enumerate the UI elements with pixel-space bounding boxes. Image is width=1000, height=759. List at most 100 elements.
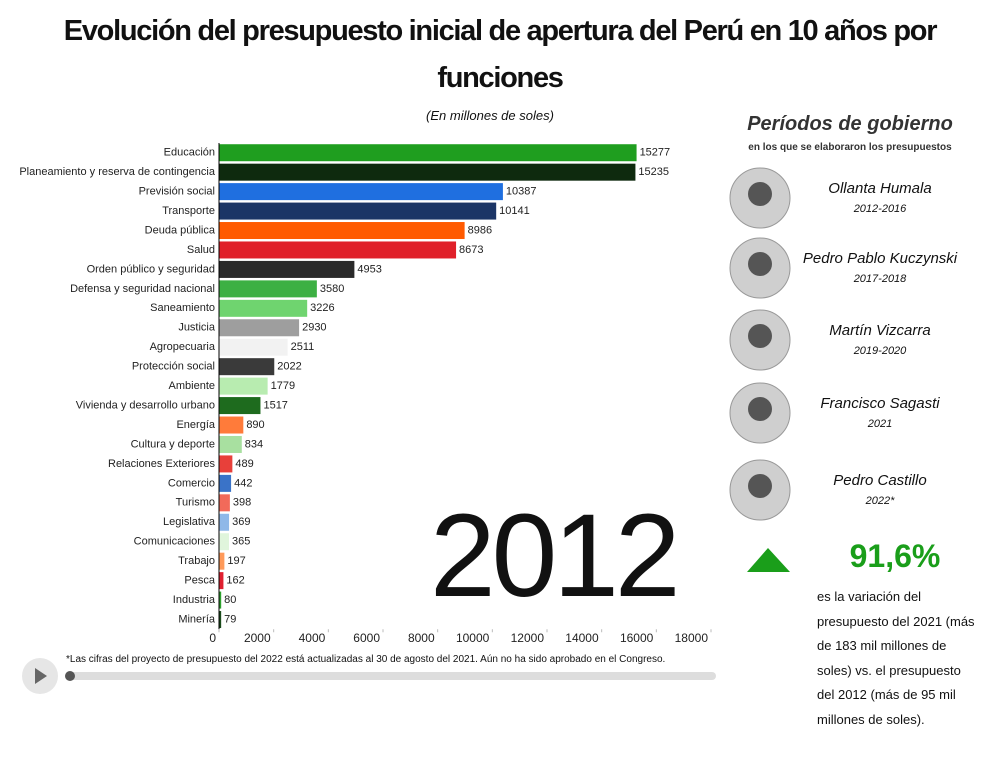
bar (219, 533, 229, 551)
category-label: Defensa y seguridad nacional (70, 283, 215, 295)
category-label: Previsión social (139, 186, 215, 198)
slider-handle[interactable] (65, 671, 75, 681)
value-label: 1517 (263, 399, 287, 411)
bar (219, 163, 636, 181)
bar (219, 513, 230, 531)
bar (219, 611, 222, 629)
bar (219, 377, 268, 395)
category-label: Planeamiento y reserva de contingencia (19, 166, 216, 178)
value-label: 8986 (468, 224, 492, 236)
government-period: 2017-2018 (853, 273, 907, 285)
category-label: Comunicaciones (134, 536, 216, 548)
value-label: 10387 (506, 186, 537, 198)
category-label: Relaciones Exteriores (108, 458, 215, 470)
x-tick-label: 18000 (675, 631, 709, 645)
category-label: Ambiente (169, 380, 215, 392)
footnote: *Las cifras del proyecto de presupuesto … (66, 654, 666, 665)
category-label: Transporte (162, 205, 215, 217)
bar (219, 144, 637, 162)
x-tick-label: 2000 (244, 631, 271, 645)
government-period: 2019-2020 (853, 345, 907, 357)
x-tick-label: 4000 (299, 631, 326, 645)
play-icon (35, 668, 47, 684)
sidebar-subtitle: en los que se elaboraron los presupuesto… (748, 142, 952, 153)
value-label: 8673 (459, 244, 483, 256)
variation: 91,6% (849, 538, 941, 574)
portrait-head (748, 252, 772, 276)
bar (219, 474, 232, 492)
government-period: 2021 (867, 418, 893, 430)
portrait-head (748, 324, 772, 348)
government-name: Francisco Sagasti (820, 395, 940, 412)
value-label: 3226 (310, 302, 334, 314)
value-label: 1779 (271, 380, 295, 392)
value-label: 3580 (320, 283, 344, 295)
category-label: Justicia (178, 322, 216, 334)
category-label: Educación (164, 147, 215, 159)
category-label: Salud (187, 244, 215, 256)
government-name: Martín Vizcarra (829, 322, 931, 339)
year-annotation: 2012 (430, 490, 681, 622)
bar (219, 183, 503, 201)
category-label: Deuda pública (145, 224, 216, 236)
bar (219, 319, 300, 337)
value-label: 80 (224, 594, 236, 606)
value-label: 442 (234, 477, 252, 489)
bar (219, 260, 355, 278)
category-label: Pesca (184, 575, 215, 587)
bar (219, 358, 275, 376)
category-label: Minería (178, 613, 216, 625)
bar (219, 299, 308, 317)
bar (219, 397, 261, 415)
portrait-head (748, 474, 772, 498)
x-tick-label: 6000 (353, 631, 380, 645)
value-label: 197 (227, 555, 245, 567)
bar (219, 435, 242, 453)
category-label: Legislativa (163, 516, 216, 528)
category-label: Cultura y deporte (131, 438, 215, 450)
value-label: 15277 (640, 147, 671, 159)
up-arrow (747, 548, 790, 572)
x-tick-label: 8000 (408, 631, 435, 645)
bar (219, 572, 224, 590)
bar (219, 222, 465, 240)
value-label: 398 (233, 497, 251, 509)
portraits (729, 167, 791, 521)
government-name: Ollanta Humala (828, 180, 932, 197)
value-label: 2022 (277, 361, 301, 373)
value-label: 79 (224, 613, 236, 625)
category-label: Protección social (132, 361, 215, 373)
x-tick-label: 0 (209, 631, 216, 645)
category-label: Trabajo (178, 555, 215, 567)
x-tick-label: 10000 (456, 631, 490, 645)
government-period: 2022* (865, 495, 895, 507)
value-label: 890 (246, 419, 264, 431)
chart-title: Evolución del presupuesto inicial de ape… (63, 15, 938, 94)
category-label: Turismo (176, 497, 215, 509)
category-label: Orden público y seguridad (87, 263, 215, 275)
bar (219, 552, 225, 570)
category-label: Agropecuaria (150, 341, 216, 353)
bar (219, 280, 317, 298)
bar (219, 416, 244, 434)
chart-subtitle: (En millones de soles) (426, 108, 554, 123)
value-label: 369 (232, 516, 250, 528)
category-label: Vivienda y desarrollo urbano (76, 399, 215, 411)
value-label: 489 (235, 458, 253, 470)
value-label: 15235 (638, 166, 669, 178)
sidebar-title: Períodos de gobierno (747, 113, 953, 135)
category-label: Industria (173, 594, 216, 606)
x-tick-label: 16000 (620, 631, 654, 645)
variation-description: es la variación del presupuesto del 2021… (817, 589, 975, 727)
bar (219, 591, 222, 609)
government-name: Pedro Castillo (833, 472, 927, 489)
value-label: 2511 (291, 341, 315, 353)
value-label: 10141 (499, 205, 530, 217)
value-label: 365 (232, 536, 250, 548)
bar (219, 338, 288, 356)
bar (219, 202, 497, 220)
government-name: Pedro Pablo Kuczynski (802, 250, 958, 267)
value-label: 4953 (357, 263, 381, 275)
